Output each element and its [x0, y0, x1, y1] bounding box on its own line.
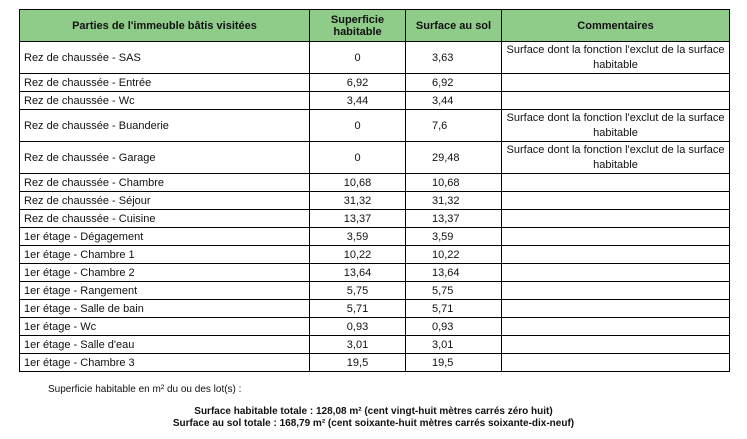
cell-part: 1er étage - Rangement — [19, 281, 310, 300]
cell-part: Rez de chaussée - Wc — [19, 91, 310, 110]
cell-comment — [501, 91, 730, 110]
cell-habitable: 13,37 — [309, 209, 406, 228]
cell-part: 1er étage - Chambre 1 — [19, 245, 310, 264]
cell-comment — [501, 73, 730, 92]
surface-table: Parties de l'immeuble bâtis visitées Sup… — [19, 9, 730, 372]
cell-part: 1er étage - Dégagement — [19, 227, 310, 246]
cell-part: Rez de chaussée - Buanderie — [19, 109, 310, 142]
cell-comment — [501, 299, 730, 318]
cell-sol: 10,22 — [405, 245, 502, 264]
table-row: Rez de chaussée - Chambre 10,68 10,68 — [19, 173, 730, 192]
header-superficie-habitable: Superficie habitable — [309, 9, 406, 42]
cell-part: Rez de chaussée - SAS — [19, 41, 310, 74]
total-sol: Surface au sol totale : 168,79 m² (cent … — [172, 418, 575, 429]
intro-text: Superficie habitable en m² du ou des lot… — [48, 384, 242, 395]
cell-sol: 3,63 — [405, 41, 502, 74]
cell-part: Rez de chaussée - Garage — [19, 141, 310, 174]
cell-habitable: 5,75 — [309, 281, 406, 300]
cell-habitable: 0 — [309, 109, 406, 142]
total-habitable: Surface habitable totale : 128,08 m² (ce… — [194, 406, 553, 417]
cell-habitable: 31,32 — [309, 191, 406, 210]
cell-part: Rez de chaussée - Chambre — [19, 173, 310, 192]
cell-habitable: 0 — [309, 41, 406, 74]
cell-comment — [501, 173, 730, 192]
cell-sol: 0,93 — [405, 317, 502, 336]
cell-comment — [501, 317, 730, 336]
cell-comment — [501, 245, 730, 264]
cell-sol: 3,01 — [405, 335, 502, 354]
cell-habitable: 0 — [309, 141, 406, 174]
table-row: 1er étage - Rangement 5,75 5,75 — [19, 281, 730, 300]
table-row: 1er étage - Chambre 3 19,5 19,5 — [19, 353, 730, 372]
cell-part: 1er étage - Chambre 2 — [19, 263, 310, 282]
table-row: Rez de chaussée - Wc 3,44 3,44 — [19, 91, 730, 110]
cell-sol: 3,44 — [405, 91, 502, 110]
cell-habitable: 3,44 — [309, 91, 406, 110]
cell-comment — [501, 263, 730, 282]
cell-comment — [501, 281, 730, 300]
cell-habitable: 10,68 — [309, 173, 406, 192]
table-row: 1er étage - Chambre 1 10,22 10,22 — [19, 245, 730, 264]
cell-part: 1er étage - Wc — [19, 317, 310, 336]
table-header-row: Parties de l'immeuble bâtis visitées Sup… — [19, 9, 730, 42]
cell-habitable: 19,5 — [309, 353, 406, 372]
table-row: 1er étage - Dégagement 3,59 3,59 — [19, 227, 730, 246]
cell-comment: Surface dont la fonction l'exclut de la … — [501, 109, 730, 142]
table-row: 1er étage - Wc 0,93 0,93 — [19, 317, 730, 336]
cell-comment — [501, 191, 730, 210]
cell-comment — [501, 209, 730, 228]
cell-habitable: 0,93 — [309, 317, 406, 336]
cell-sol: 3,59 — [405, 227, 502, 246]
cell-part: 1er étage - Salle d'eau — [19, 335, 310, 354]
table-row: Rez de chaussée - Séjour 31,32 31,32 — [19, 191, 730, 210]
cell-comment — [501, 227, 730, 246]
cell-part: 1er étage - Salle de bain — [19, 299, 310, 318]
table-row: Rez de chaussée - SAS 0 3,63 Surface don… — [19, 41, 730, 74]
cell-habitable: 3,01 — [309, 335, 406, 354]
cell-part: 1er étage - Chambre 3 — [19, 353, 310, 372]
cell-sol: 10,68 — [405, 173, 502, 192]
cell-comment: Surface dont la fonction l'exclut de la … — [501, 141, 730, 174]
header-parties: Parties de l'immeuble bâtis visitées — [19, 9, 310, 42]
cell-sol: 5,75 — [405, 281, 502, 300]
cell-sol: 19,5 — [405, 353, 502, 372]
cell-habitable: 6,92 — [309, 73, 406, 92]
cell-comment — [501, 335, 730, 354]
cell-sol: 13,37 — [405, 209, 502, 228]
table-row: 1er étage - Salle d'eau 3,01 3,01 — [19, 335, 730, 354]
cell-comment: Surface dont la fonction l'exclut de la … — [501, 41, 730, 74]
cell-part: Rez de chaussée - Entrée — [19, 73, 310, 92]
header-surface-au-sol: Surface au sol — [405, 9, 502, 42]
cell-comment — [501, 353, 730, 372]
cell-sol: 13,64 — [405, 263, 502, 282]
table-row: Rez de chaussée - Cuisine 13,37 13,37 — [19, 209, 730, 228]
cell-habitable: 10,22 — [309, 245, 406, 264]
cell-habitable: 13,64 — [309, 263, 406, 282]
header-commentaires: Commentaires — [501, 9, 730, 42]
table-row: Rez de chaussée - Buanderie 0 7,6 Surfac… — [19, 109, 730, 142]
cell-habitable: 3,59 — [309, 227, 406, 246]
cell-part: Rez de chaussée - Cuisine — [19, 209, 310, 228]
cell-sol: 5,71 — [405, 299, 502, 318]
table-row: 1er étage - Salle de bain 5,71 5,71 — [19, 299, 730, 318]
cell-sol: 31,32 — [405, 191, 502, 210]
table-row: 1er étage - Chambre 2 13,64 13,64 — [19, 263, 730, 282]
cell-sol: 7,6 — [405, 109, 502, 142]
table-row: Rez de chaussée - Garage 0 29,48 Surface… — [19, 141, 730, 174]
cell-habitable: 5,71 — [309, 299, 406, 318]
cell-sol: 29,48 — [405, 141, 502, 174]
table-row: Rez de chaussée - Entrée 6,92 6,92 — [19, 73, 730, 92]
cell-part: Rez de chaussée - Séjour — [19, 191, 310, 210]
cell-sol: 6,92 — [405, 73, 502, 92]
